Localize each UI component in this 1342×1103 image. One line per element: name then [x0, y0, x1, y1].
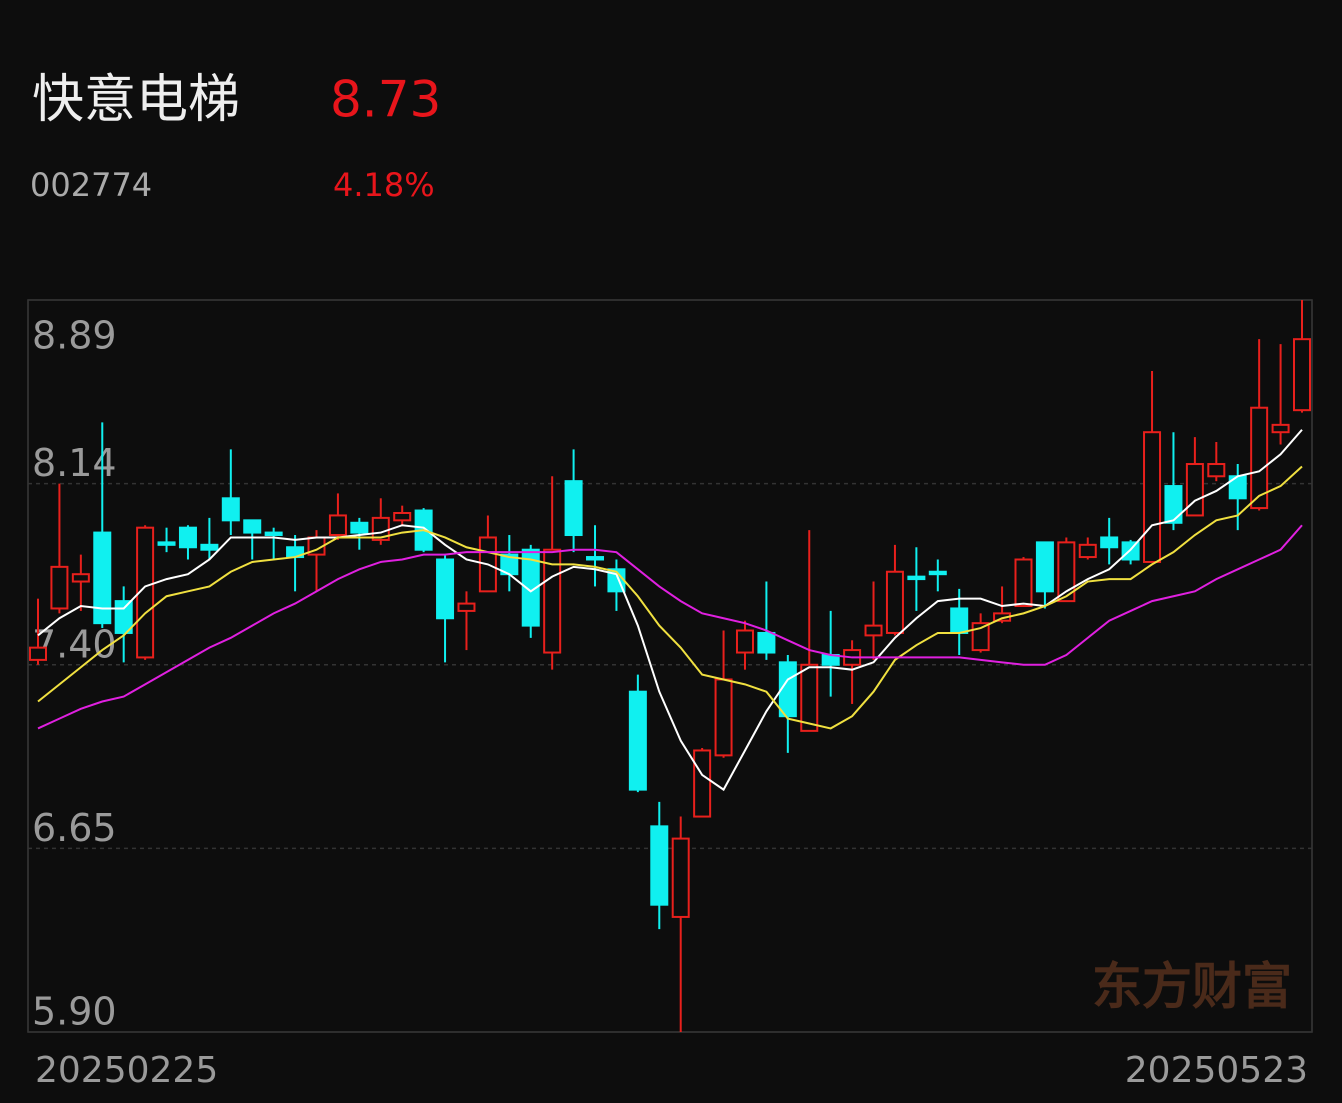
candle-body	[328, 514, 347, 537]
candle-body	[907, 575, 926, 581]
candle-body	[29, 646, 47, 661]
candle-body	[1271, 423, 1290, 434]
candle-body	[628, 690, 647, 791]
candle-body	[521, 548, 540, 627]
candle-body	[264, 531, 283, 537]
x-tick-label: 20250225	[35, 1050, 218, 1091]
stock-price: 8.73	[330, 71, 441, 129]
x-tick-label: 20250523	[1125, 1050, 1308, 1091]
candle-body	[93, 531, 112, 625]
y-tick-label: 8.14	[32, 441, 117, 485]
candle-body	[650, 825, 669, 906]
candle-body	[864, 624, 883, 637]
candle-body	[1143, 431, 1162, 563]
candle-body	[1078, 543, 1097, 559]
candle-body	[71, 573, 90, 583]
candle-body	[200, 543, 219, 551]
candle-body	[393, 511, 412, 522]
candle-body	[1100, 536, 1119, 549]
candle-body	[564, 480, 583, 537]
candle-body	[1207, 463, 1226, 478]
stock-change: 4.18%	[333, 166, 435, 204]
moving-average-line	[37, 465, 1303, 730]
candle-body	[714, 678, 733, 757]
candle-body	[757, 631, 776, 654]
candle-body	[885, 570, 904, 634]
watermark: 东方财富	[1092, 958, 1292, 1016]
candle-body	[1014, 558, 1033, 608]
y-tick-label: 5.90	[32, 990, 117, 1034]
moving-average-line	[37, 429, 1303, 792]
candle-body	[136, 526, 155, 659]
candle-body	[1250, 406, 1269, 510]
moving-average-line	[37, 524, 1303, 730]
candle-body	[1164, 485, 1183, 524]
candle-body	[950, 607, 969, 634]
candle-body	[436, 558, 455, 620]
stock-name: 快意电梯	[32, 70, 240, 130]
candle-body	[1035, 541, 1054, 593]
y-tick-label: 6.65	[32, 806, 117, 850]
candle-body	[178, 526, 197, 549]
candle-body	[586, 556, 605, 561]
candle-body	[350, 521, 369, 534]
candle-body	[114, 600, 133, 634]
candle-body	[1293, 338, 1311, 412]
candle-body	[693, 749, 712, 818]
candle-body	[735, 629, 754, 654]
candle-body	[457, 602, 476, 612]
candle-body	[928, 570, 947, 576]
candle-body	[221, 497, 240, 522]
candle-body	[50, 565, 69, 610]
candle-body	[1057, 541, 1076, 603]
candle-body	[157, 541, 176, 546]
candle-body	[1185, 463, 1204, 517]
candle-body	[243, 519, 262, 534]
candle-body	[778, 661, 797, 718]
candle-body	[671, 837, 690, 918]
candle-body	[800, 663, 819, 732]
y-tick-label: 8.89	[32, 314, 117, 358]
stock-code: 002774	[30, 166, 152, 204]
